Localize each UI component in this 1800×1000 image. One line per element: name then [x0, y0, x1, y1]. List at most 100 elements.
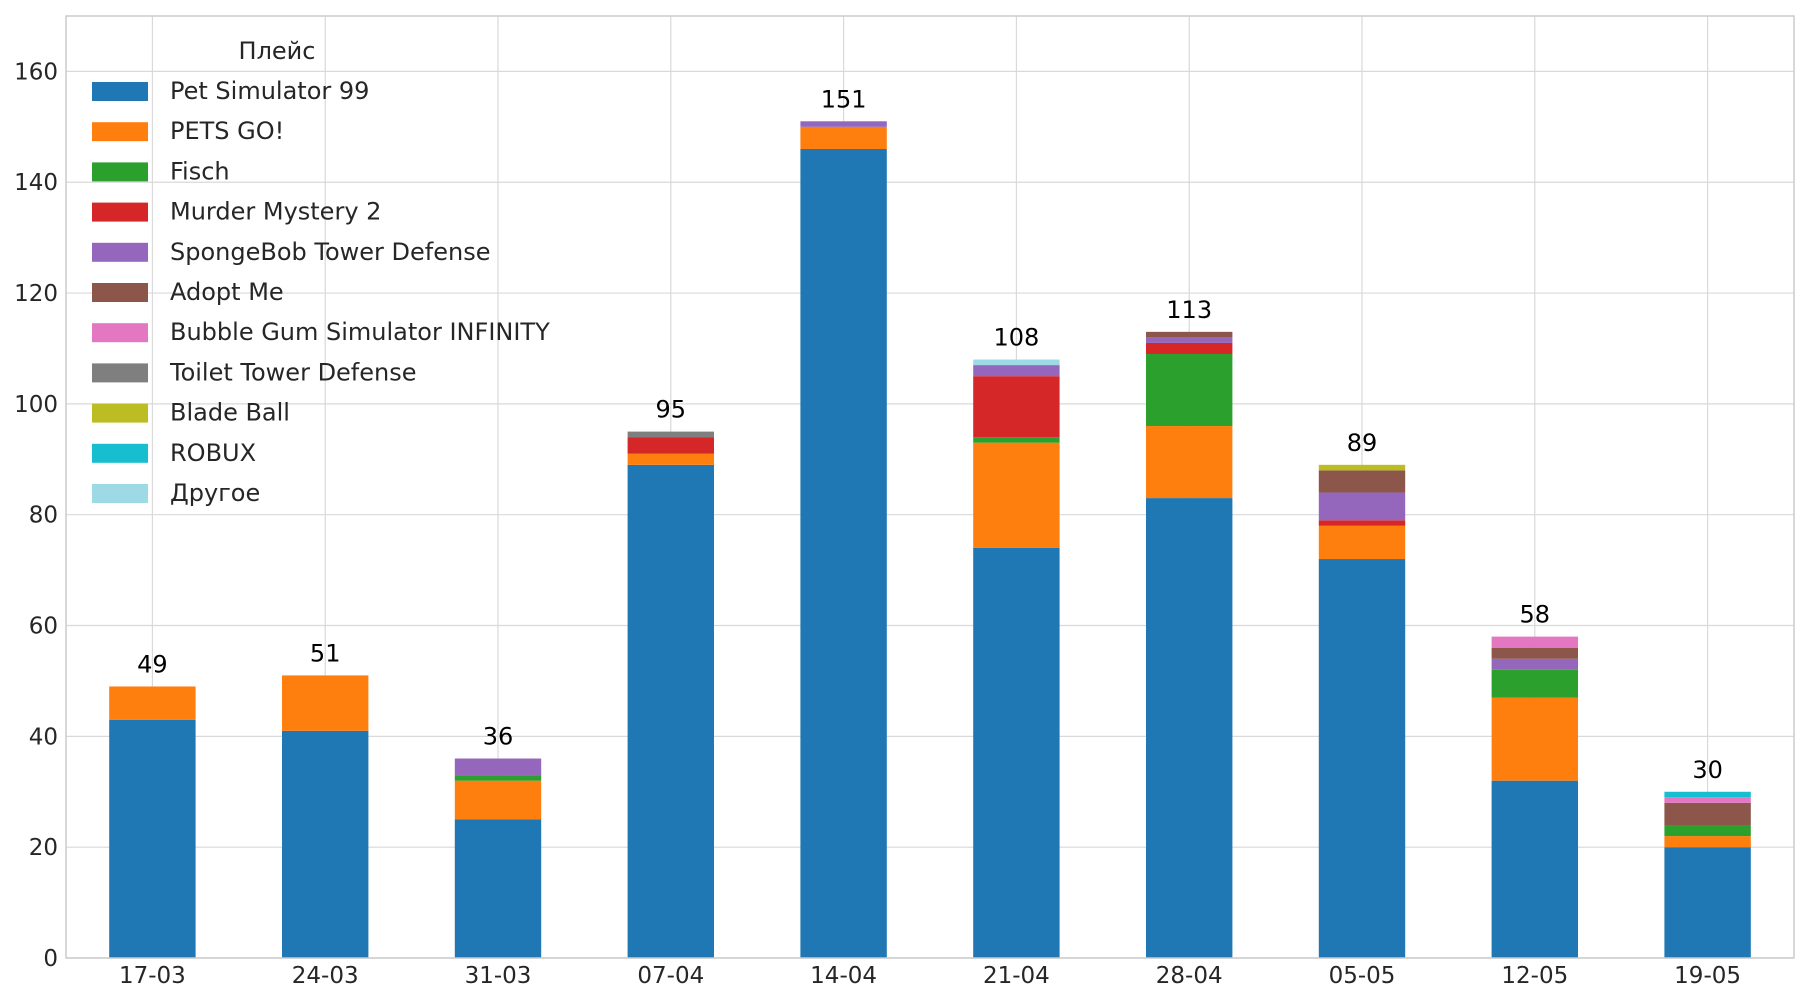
bar-segment	[454, 780, 542, 820]
bar-segment	[454, 758, 542, 776]
bar-segment	[1491, 636, 1578, 648]
y-tick-label: 80	[29, 503, 58, 529]
bar-segment	[627, 464, 714, 958]
bar-total-label: 36	[483, 723, 514, 751]
bar-segment	[1491, 647, 1578, 659]
bar-segment	[1318, 492, 1406, 521]
bar-segment	[1491, 658, 1578, 670]
bar-segment	[1664, 825, 1751, 837]
x-tick-label: 14-04	[810, 963, 877, 989]
bar-segment	[1491, 780, 1578, 958]
bar-total-label: 58	[1520, 601, 1551, 629]
x-tick-label: 07-04	[637, 963, 704, 989]
bar-segment	[627, 431, 714, 438]
legend-label: Fisch	[170, 157, 230, 185]
legend-swatch	[92, 403, 148, 423]
bar-total-label: 95	[656, 396, 687, 424]
legend-swatch	[92, 323, 148, 343]
bar-segment	[1146, 331, 1233, 338]
y-tick-label: 140	[14, 170, 58, 196]
bar-segment	[1318, 464, 1406, 471]
bar-segment	[1664, 836, 1751, 848]
x-tick-label: 28-04	[1156, 963, 1223, 989]
x-tick-label: 19-05	[1674, 963, 1741, 989]
bar-segment	[1664, 797, 1751, 803]
bar-segment	[1491, 697, 1578, 781]
legend-swatch	[92, 82, 148, 101]
bar-total-label: 89	[1347, 429, 1378, 457]
bar-segment	[109, 686, 196, 720]
bar-segment	[1664, 847, 1751, 958]
bar-total-label: 49	[137, 650, 168, 678]
legend-label: Toilet Tower Defense	[169, 358, 417, 386]
legend-label: Bubble Gum Simulator INFINITY	[170, 318, 550, 346]
bar-segment	[109, 719, 196, 958]
legend-label: Pet Simulator 99	[170, 77, 369, 105]
legend-label: ROBUX	[170, 439, 256, 467]
bar-segment	[973, 365, 1060, 377]
y-tick-label: 20	[29, 835, 58, 861]
legend-label: PETS GO!	[170, 117, 284, 145]
bar-segment	[454, 775, 542, 781]
bar-total-label: 151	[821, 85, 867, 113]
x-tick-label: 21-04	[983, 963, 1050, 989]
legend-label: Murder Mystery 2	[170, 198, 381, 226]
legend-label: Другое	[170, 479, 260, 507]
bar-segment	[1318, 520, 1406, 526]
y-tick-label: 160	[14, 59, 58, 85]
legend-label: Blade Ball	[170, 399, 290, 427]
legend-swatch	[92, 202, 148, 222]
x-tick-label: 31-03	[465, 963, 532, 989]
legend-swatch	[92, 283, 148, 302]
x-tick-label: 24-03	[292, 963, 359, 989]
bar-segment	[1146, 354, 1233, 427]
legend-swatch	[92, 363, 148, 383]
legend-swatch	[92, 443, 148, 463]
bar-segment	[1664, 802, 1751, 826]
y-tick-label: 40	[29, 724, 58, 750]
bar-segment	[1318, 525, 1406, 560]
bar-segment	[454, 819, 542, 958]
bar-segment	[800, 148, 887, 959]
axes: 0 20 40 60 80 100 120 140 160 17-03 24-03 31-03 07-0…	[14, 15, 1795, 989]
x-tick-label: 17-03	[119, 963, 186, 989]
x-tick-label: 05-05	[1329, 963, 1396, 989]
bar-segment	[1491, 669, 1578, 698]
legend: Плейс Pet Simulator 99 PETS GO! Fisch Murder…	[92, 37, 550, 507]
legend-swatch	[92, 122, 148, 142]
legend-label: Adopt Me	[170, 278, 284, 306]
total-labels: 49 51 36 95 151 108 113 89 58 30	[137, 85, 1723, 783]
legend-label: SpongeBob Tower Defense	[170, 238, 490, 266]
bar-total-label: 30	[1692, 756, 1723, 784]
bar-segment	[973, 359, 1060, 366]
plot-frame	[65, 15, 1795, 959]
bar-segment	[282, 730, 369, 958]
legend-swatch	[92, 484, 148, 503]
bar-segment	[800, 121, 887, 127]
bar-total-label: 51	[310, 639, 341, 667]
bar-segment	[973, 547, 1060, 958]
bar-segment	[1146, 426, 1233, 499]
bar-total-label: 113	[1166, 296, 1212, 324]
y-tick-label: 0	[43, 946, 58, 972]
bar-segment	[1146, 342, 1233, 355]
bar-segment	[1146, 498, 1233, 958]
x-tick-label: 12-05	[1501, 963, 1568, 989]
legend-swatch	[92, 242, 148, 262]
bar-segment	[1318, 470, 1406, 493]
bar-segment	[1318, 559, 1406, 958]
bar-segment	[1146, 337, 1233, 343]
bar-segment	[973, 437, 1060, 443]
y-tick-label: 120	[14, 281, 58, 307]
legend-swatch	[92, 162, 148, 182]
bar-segment	[800, 126, 887, 149]
bar-segment	[627, 437, 714, 454]
bar-segment	[1664, 791, 1751, 798]
bar-total-label: 108	[993, 324, 1039, 352]
legend-title: Плейс	[239, 37, 316, 65]
bar-segment	[973, 376, 1060, 438]
y-tick-label: 60	[29, 614, 58, 640]
bars	[109, 121, 1751, 959]
